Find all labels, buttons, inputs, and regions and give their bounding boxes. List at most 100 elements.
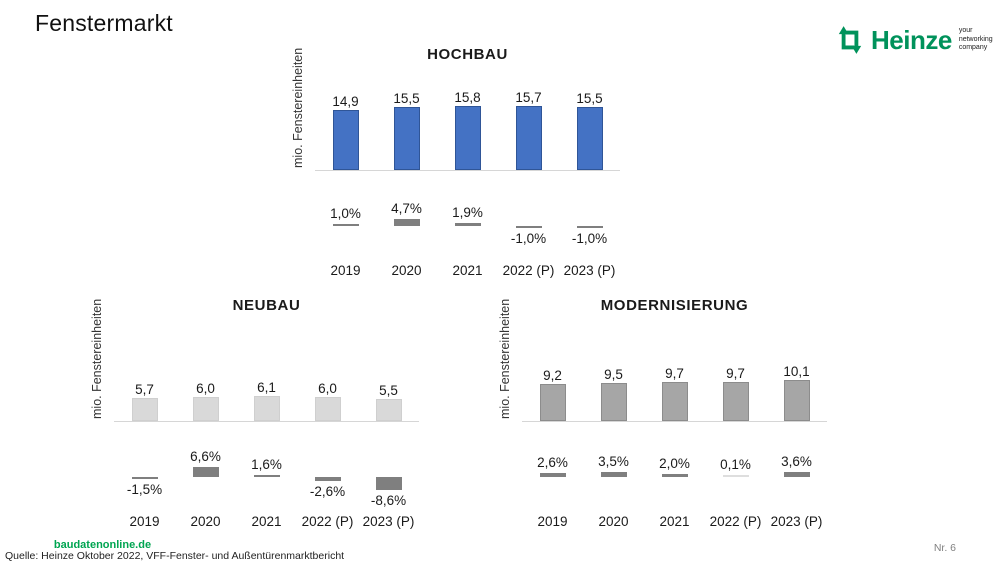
bar: [393, 107, 420, 170]
bar-value-label: 10,1: [783, 364, 810, 379]
bar: [576, 107, 603, 170]
percent-bar: [661, 474, 688, 477]
year-label: 2019: [129, 514, 160, 529]
bar-value-label: 6,0: [196, 381, 215, 396]
y-axis-label: mio. Fenstereinheiten: [90, 298, 104, 420]
brand-tagline-line: networking: [958, 35, 993, 43]
year-label: 2020: [598, 514, 629, 529]
percent-column: 6,6%: [175, 422, 236, 497]
percent-bar: [576, 226, 603, 228]
bar-column: 9,7: [705, 321, 766, 421]
bars-row: 9,2 9,5 9,7 9,7 10,1: [522, 321, 827, 422]
percent-column: 3,5%: [583, 422, 644, 497]
bar-column: 9,7: [644, 321, 705, 421]
percent-bar: [722, 475, 749, 477]
year-label: 2021: [659, 514, 690, 529]
bar-value-label: 6,1: [257, 380, 276, 395]
percent-bar: [314, 477, 341, 481]
year-label: 2019: [330, 263, 361, 278]
bar-value-label: 15,7: [515, 90, 542, 105]
percent-label: 3,6%: [781, 454, 812, 469]
percent-label: 4,7%: [391, 201, 422, 216]
bar-column: 15,5: [559, 70, 620, 170]
bar: [661, 382, 688, 421]
source-text: Quelle: Heinze Oktober 2022, VFF-Fenster…: [5, 550, 345, 562]
year-label: 2019: [537, 514, 568, 529]
percent-label: 0,1%: [720, 457, 751, 472]
percent-label: -8,6%: [370, 493, 407, 508]
page-number: Nr. 6: [933, 542, 956, 554]
plot-area: 14,9 15,5 15,8 15,7 15,5 1,0% 4,7% 1,9% -1,0% -1…: [315, 70, 620, 278]
y-axis-label: mio. Fenstereinheiten: [498, 298, 512, 420]
years-row: 2019 2020 2021 2022 (P) 2023 (P): [114, 514, 419, 529]
bar: [332, 110, 359, 170]
percent-column: 1,6%: [236, 422, 297, 497]
chart-modernisierung: MODERNISIERUNG mio. Fenstereinheiten 9,2…: [490, 297, 827, 529]
chart-hochbau: HOCHBAU mio. Fenstereinheiten 14,9 15,5 15…: [283, 46, 620, 278]
bar: [600, 383, 627, 421]
bar-value-label: 15,8: [454, 90, 481, 105]
footer-link[interactable]: baudatenonline.de: [53, 539, 152, 551]
percent-label: -2,6%: [309, 484, 346, 499]
bar: [253, 396, 280, 421]
percent-bar: [454, 223, 481, 226]
percent-label: 1,6%: [251, 457, 282, 472]
bars-row: 14,9 15,5 15,8 15,7 15,5: [315, 70, 620, 171]
bar-column: 14,9: [315, 70, 376, 170]
percent-column: 2,0%: [644, 422, 705, 497]
bar-column: 5,5: [358, 321, 419, 421]
brand-tagline-line: your: [958, 27, 973, 35]
bar-column: 6,0: [175, 321, 236, 421]
percent-row: 1,0% 4,7% 1,9% -1,0% -1,0%: [315, 171, 620, 246]
years-row: 2019 2020 2021 2022 (P) 2023 (P): [522, 514, 827, 529]
percent-bar: [192, 467, 219, 477]
bar: [454, 106, 481, 170]
year-label: 2022 (P): [709, 514, 762, 529]
bar-value-label: 5,5: [379, 383, 398, 398]
percent-row: 2,6% 3,5% 2,0% 0,1% 3,6%: [522, 422, 827, 497]
bar-column: 15,5: [376, 70, 437, 170]
percent-label: 1,0%: [330, 206, 361, 221]
bar-value-label: 9,7: [726, 366, 745, 381]
percent-label: -1,0%: [571, 231, 608, 246]
bar: [539, 384, 566, 421]
percent-column: 1,0%: [315, 171, 376, 246]
bar: [314, 397, 341, 421]
bar-value-label: 6,0: [318, 381, 337, 396]
brand-tagline-line: company: [958, 44, 988, 52]
percent-bar: [515, 226, 542, 228]
percent-column: 0,1%: [705, 422, 766, 497]
year-label: 2023 (P): [770, 514, 823, 529]
percent-bar: [131, 477, 158, 479]
bar-column: 15,7: [498, 70, 559, 170]
percent-column: -2,6%: [297, 422, 358, 499]
chart-title: MODERNISIERUNG: [600, 297, 749, 314]
year-label: 2021: [251, 514, 282, 529]
chart-title: NEUBAU: [232, 297, 301, 314]
bar-value-label: 14,9: [332, 94, 359, 109]
percent-bar: [600, 472, 627, 477]
plot-area: 5,7 6,0 6,1 6,0 5,5 -1,5% 6,6% 1,6% -2,6% -8,6% …: [114, 321, 419, 529]
bar-value-label: 9,5: [604, 367, 623, 382]
bar-column: 9,2: [522, 321, 583, 421]
brand-tagline: your networking company: [959, 27, 993, 52]
percent-column: -8,6%: [358, 422, 419, 508]
y-axis-label: mio. Fenstereinheiten: [291, 47, 305, 169]
percent-bar: [393, 219, 420, 226]
chart-neubau: NEUBAU mio. Fenstereinheiten 5,7 6,0 6,1 6,…: [82, 297, 419, 529]
bar-column: 15,8: [437, 70, 498, 170]
bar-value-label: 15,5: [576, 91, 603, 106]
percent-label: 2,6%: [537, 455, 568, 470]
bar: [375, 399, 402, 421]
year-label: 2020: [391, 263, 422, 278]
year-label: 2021: [452, 263, 483, 278]
bar: [722, 382, 749, 421]
bar-value-label: 9,2: [543, 368, 562, 383]
years-row: 2019 2020 2021 2022 (P) 2023 (P): [315, 263, 620, 278]
bar-column: 6,1: [236, 321, 297, 421]
bar: [515, 106, 542, 170]
percent-label: 2,0%: [659, 456, 690, 471]
percent-label: 3,5%: [598, 454, 629, 469]
bar-column: 10,1: [766, 321, 827, 421]
